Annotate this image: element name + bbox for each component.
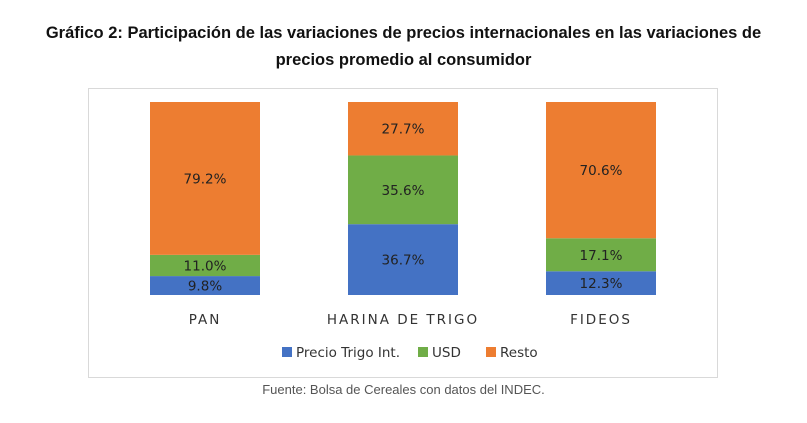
data-label-2-3: 17.1% xyxy=(580,248,623,264)
bar-segment-3-3 xyxy=(546,102,656,239)
chart-title: Gráfico 2: Participación de las variacio… xyxy=(0,20,807,74)
legend-swatch-3 xyxy=(486,347,496,357)
legend-swatch-1 xyxy=(282,347,292,357)
data-label-1-2: 36.7% xyxy=(382,253,425,269)
data-label-3-1: 79.2% xyxy=(184,171,227,187)
bar-segment-2-2 xyxy=(348,155,458,225)
source-note: Fuente: Bolsa de Cereales con datos del … xyxy=(262,382,545,397)
data-label-2-2: 35.6% xyxy=(382,183,425,199)
data-label-1-1: 9.8% xyxy=(188,279,222,295)
bar-segment-2-3 xyxy=(546,238,656,272)
category-label-2: HARINA DE TRIGO xyxy=(327,312,479,328)
data-label-1-3: 12.3% xyxy=(580,276,623,292)
bar-segment-1-1 xyxy=(150,276,260,295)
bar-segment-3-2 xyxy=(348,102,458,156)
legend-label-1: Precio Trigo Int. xyxy=(296,345,400,361)
legend-label-3: Resto xyxy=(500,345,538,361)
category-label-1: PAN xyxy=(189,312,222,328)
legend-label-2: USD xyxy=(432,345,461,361)
bar-segment-2-1 xyxy=(150,254,260,277)
data-label-3-3: 70.6% xyxy=(580,163,623,179)
data-label-2-1: 11.0% xyxy=(184,258,227,274)
bar-segment-1-3 xyxy=(546,271,656,295)
bar-segment-1-2 xyxy=(348,224,458,295)
category-label-3: FIDEOS xyxy=(570,312,632,328)
data-label-3-2: 27.7% xyxy=(382,122,425,138)
chart-title-line2: precios promedio al consumidor xyxy=(275,51,532,69)
legend-swatch-2 xyxy=(418,347,428,357)
bar-segment-3-1 xyxy=(150,102,260,255)
chart-title-line1: Gráfico 2: Participación de las variacio… xyxy=(45,24,762,42)
